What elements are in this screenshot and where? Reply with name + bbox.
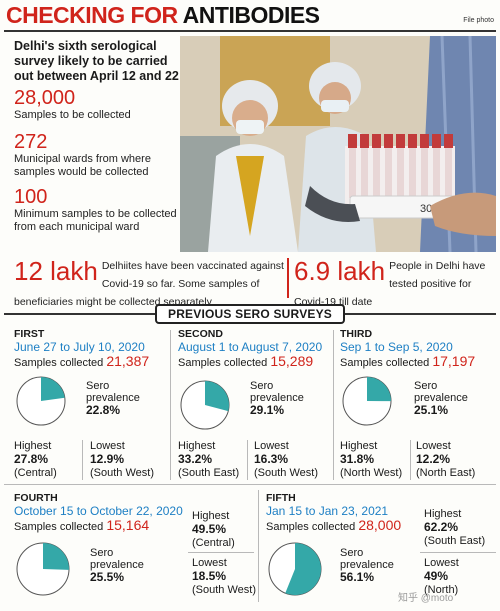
survey-third-lowest: Lowest 12.2% (North East) [416,440,476,479]
intro-text: Delhi's sixth serological survey likely … [14,39,179,83]
header-rule [4,30,496,32]
stat-label: Samples to be collected [14,109,131,121]
vaccinated-block: 12 lakh Delhiites have been vaccinated a… [14,256,284,310]
stat-label: Municipal wards from where samples would… [14,153,151,178]
stat-number: 28,000 [14,87,76,109]
hl-divider [188,552,254,553]
photo-credit: File photo [463,17,494,24]
survey-fifth: FIFTH Jan 15 to Jan 23, 2021 Samples col… [266,492,426,534]
survey-fifth-sero: Sero prevalence 56.1% [340,547,394,584]
prevalence-slice [43,543,70,570]
vaccinated-number: 12 lakh [14,256,98,286]
survey-first-highest: Highest 27.8% (Central) [14,440,57,479]
survey-name: THIRD [340,328,373,340]
row-divider [4,484,496,485]
red-divider [287,258,289,298]
previous-surveys-title: PREVIOUS SERO SURVEYS [155,304,345,324]
headline: CHECKING FOR ANTIBODIES [6,2,320,28]
survey-samples: Samples collected 15,289 [178,353,314,369]
survey-second-highest: Highest 33.2% (South East) [178,440,240,479]
survey-fourth-pie [16,542,70,596]
header: CHECKING FOR ANTIBODIES File photo [0,0,500,28]
hl-divider [410,440,411,480]
prevalence-slice [41,377,65,401]
stat-label: Minimum samples to be collected from eac… [14,208,177,233]
stat-number: 100 [14,186,48,208]
watermark: 知乎 @moto [398,593,454,604]
col-divider [333,330,334,480]
stat-minimum: 100 Minimum samples to be collected from… [14,187,189,234]
tested-text: People in Delhi have tested positive for… [294,260,486,308]
survey-first-lowest: Lowest 12.9% (South West) [90,440,154,479]
survey-second-pie [180,380,230,430]
tested-block: 6.9 lakh People in Delhi have tested pos… [294,256,496,310]
survey-first-sero: Sero prevalence 22.8% [86,380,140,417]
stat-samples: 28,000 Samples to be collected [14,88,189,122]
survey-fourth-lowest: Lowest 18.5% (South West) [192,557,256,596]
prevalence-slice [205,381,230,412]
survey-name: FIFTH [266,492,296,504]
survey-fifth-lowest: Lowest 49% (North) [424,557,459,596]
stat-wards: 272 Municipal wards from where samples w… [14,132,189,179]
survey-second-sero: Sero prevalence 29.1% [250,380,304,417]
col-divider [170,330,171,480]
survey-fourth-highest: Highest 49.5% (Central) [192,510,235,549]
tested-number: 6.9 lakh [294,256,386,286]
survey-name: SECOND [178,328,223,340]
survey-third-sero: Sero prevalence 25.1% [414,380,468,417]
survey-fifth-pie [268,542,322,596]
survey-second-lowest: Lowest 16.3% (South West) [254,440,318,479]
prevalence-slice [285,543,322,595]
hl-divider [247,440,248,480]
survey-name: FIRST [14,328,45,340]
tube-rack-label: 30 [420,203,432,215]
health-workers-photo: 30 [180,36,496,252]
hl-divider [420,552,496,553]
survey-samples: Samples collected 28,000 [266,517,402,533]
survey-dates: August 1 to August 7, 2020 [178,340,323,354]
survey-dates: October 15 to October 22, 2020 [14,504,183,518]
survey-dates: Sep 1 to Sep 5, 2020 [340,340,453,354]
survey-third-highest: Highest 31.8% (North West) [340,440,403,479]
survey-samples: Samples collected 21,387 [14,353,150,369]
survey-first-pie [16,376,66,426]
survey-second: SECOND August 1 to August 7, 2020 Sample… [178,328,333,370]
col-divider [258,490,259,602]
survey-fifth-highest: Highest 62.2% (South East) [424,508,486,547]
survey-first: FIRST June 27 to July 10, 2020 Samples c… [14,328,170,370]
survey-dates: Jan 15 to Jan 23, 2021 [266,504,389,518]
survey-name: FOURTH [14,492,58,504]
hl-divider [82,440,83,480]
survey-fourth: FOURTH October 15 to October 22, 2020 Sa… [14,492,194,534]
photo-illustration: 30 [180,36,496,252]
survey-third-pie [342,376,392,426]
survey-dates: June 27 to July 10, 2020 [14,340,145,354]
survey-fourth-sero: Sero prevalence 25.5% [90,547,144,584]
survey-samples: Samples collected 17,197 [340,353,476,369]
survey-third: THIRD Sep 1 to Sep 5, 2020 Samples colle… [340,328,496,370]
survey-samples: Samples collected 15,164 [14,517,150,533]
prevalence-slice [367,377,392,402]
stat-number: 272 [14,131,48,153]
